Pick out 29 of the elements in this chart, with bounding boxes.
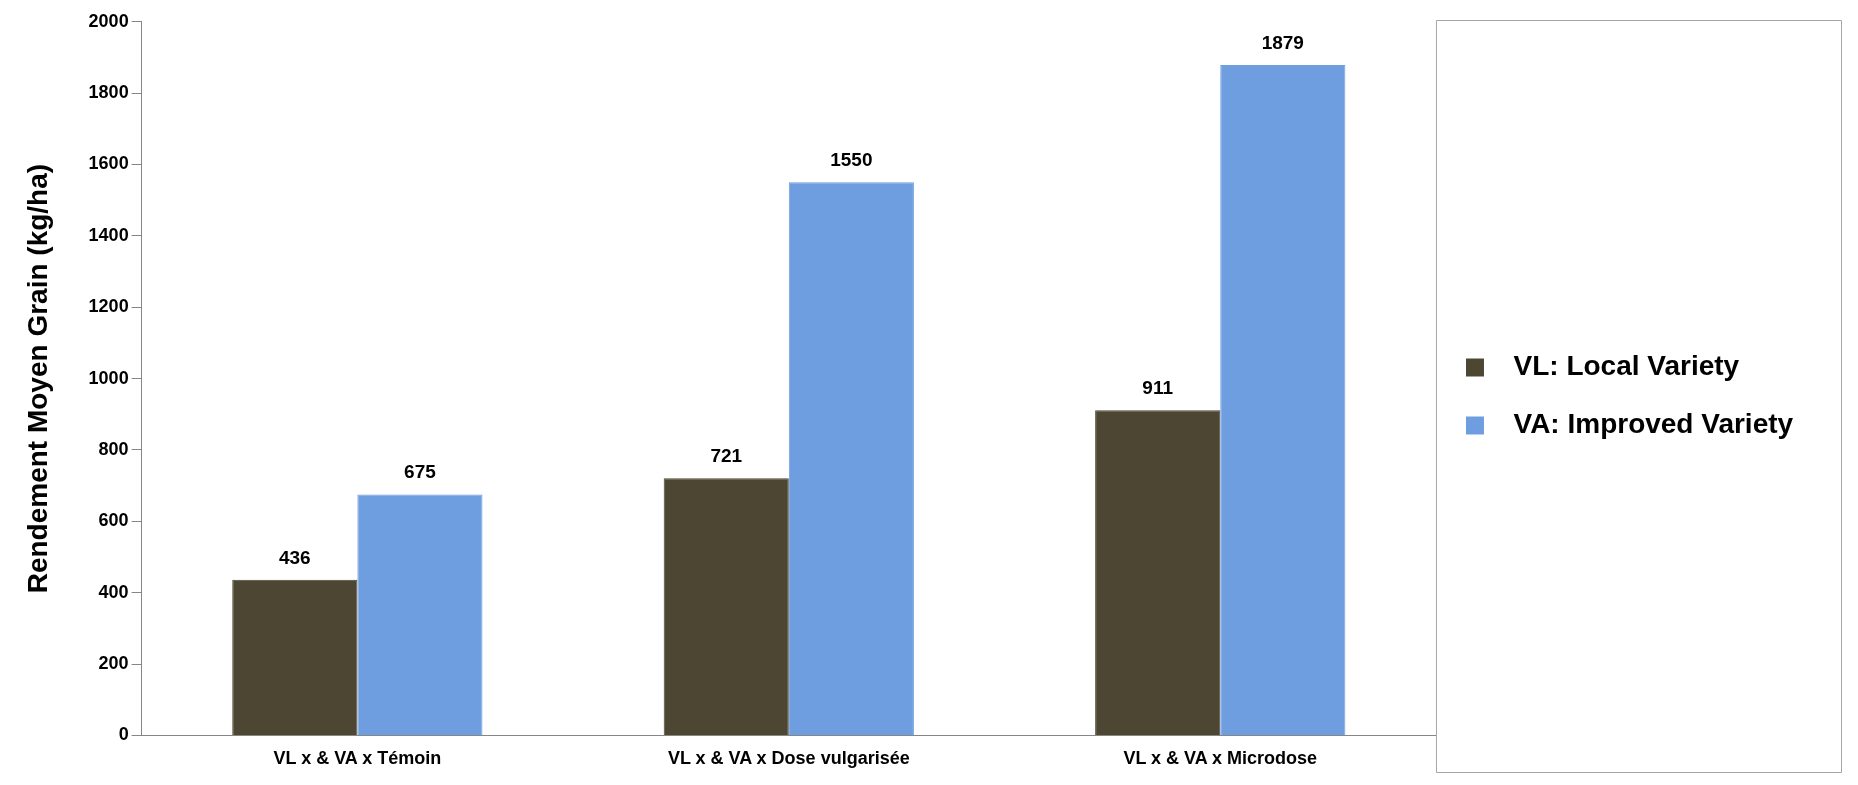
y-tick-label: 800 xyxy=(98,438,129,459)
y-tick-label: 1800 xyxy=(88,82,129,103)
bar xyxy=(232,579,358,735)
bar xyxy=(1220,64,1346,735)
x-tick-label: VL x & VA x Dose vulgarisée xyxy=(667,748,910,769)
y-tick-label: 1200 xyxy=(88,296,129,317)
bar xyxy=(788,182,914,735)
y-tick-label: 1400 xyxy=(88,224,129,245)
bar xyxy=(357,494,483,735)
legend-label: VL: Local Variety xyxy=(1497,350,1779,382)
bar xyxy=(663,478,789,735)
data-label: 436 xyxy=(278,546,311,568)
data-label: 1879 xyxy=(1261,31,1304,53)
data-label: 721 xyxy=(710,444,743,466)
y-tick-label: 600 xyxy=(98,510,129,531)
x-tick-label: VL x & VA x Témoin xyxy=(273,748,442,769)
y-tick-label: 1600 xyxy=(88,153,129,174)
bar xyxy=(1095,410,1221,735)
y-tick-label: 1000 xyxy=(88,367,129,388)
data-label: 911 xyxy=(1142,377,1174,399)
x-tick-label: VL x & VA x Microdose xyxy=(1123,748,1318,769)
data-label: 1550 xyxy=(830,149,873,171)
y-tick-label: 200 xyxy=(98,653,129,674)
y-tick-label: 400 xyxy=(98,581,129,602)
y-axis-title: Rendement Moyen Grain (kg/ha) xyxy=(21,163,53,594)
legend-label: VA: Improved Variety xyxy=(1497,408,1832,440)
y-tick-label: 0 xyxy=(118,724,129,745)
data-label: 675 xyxy=(404,461,437,483)
y-tick-label: 2000 xyxy=(88,10,129,31)
